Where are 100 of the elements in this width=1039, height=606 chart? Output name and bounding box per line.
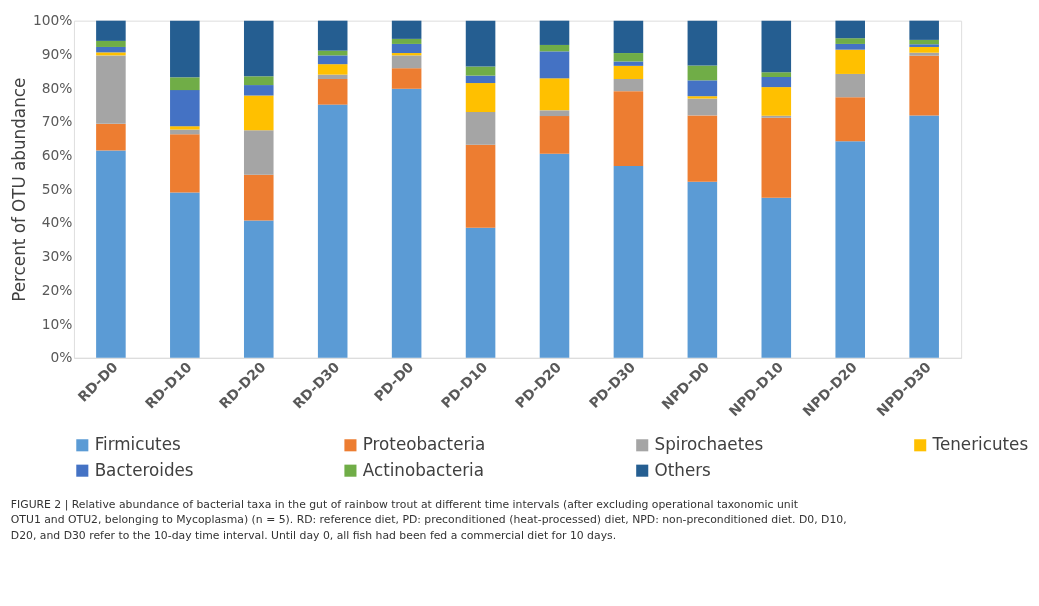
bar [687, 20, 718, 66]
bar [835, 97, 866, 142]
bar [391, 43, 422, 54]
y-tick-label: 0% [50, 349, 73, 366]
y-tick-label: 80% [41, 79, 73, 96]
bar [539, 51, 570, 79]
bar [96, 20, 126, 41]
bar [687, 181, 718, 358]
y-axis-title: Percent of OTU abundance [9, 77, 30, 302]
legend-label: Bacteroides [94, 459, 194, 480]
bar [539, 20, 570, 45]
y-tick-label: 60% [41, 146, 73, 163]
y-tick-label: 100% [33, 12, 73, 29]
bar [909, 46, 939, 53]
bar [835, 73, 866, 98]
bar [465, 20, 496, 67]
bar [96, 55, 126, 124]
bar [909, 55, 939, 116]
bar [613, 61, 644, 66]
bar [170, 77, 200, 91]
bar [243, 76, 274, 86]
bar [613, 53, 644, 62]
bar [170, 90, 200, 127]
bar [243, 130, 274, 175]
bar [687, 80, 718, 97]
bar [835, 141, 866, 358]
y-tick-label: 30% [41, 248, 73, 265]
bar [761, 72, 792, 77]
bar [391, 20, 422, 39]
bar [391, 68, 422, 89]
bar [613, 79, 644, 92]
bar [761, 117, 792, 198]
y-tick-label: 20% [41, 281, 73, 298]
bar [96, 40, 126, 47]
bar [761, 115, 792, 118]
bar [465, 112, 496, 145]
bar [909, 39, 939, 45]
bar [170, 192, 200, 358]
bar [465, 144, 496, 228]
bar [909, 44, 939, 47]
bar [539, 110, 570, 117]
bar [96, 123, 126, 151]
bar [539, 44, 570, 52]
legend-label: Firmicutes [94, 434, 181, 455]
y-tick-label: 50% [41, 180, 73, 197]
bar [317, 64, 348, 75]
bar [96, 46, 126, 53]
legend-label: Spirochaetes [654, 434, 764, 455]
bar [391, 88, 422, 358]
bar [613, 20, 644, 54]
bar [243, 174, 274, 221]
bar [761, 20, 792, 73]
bar [170, 134, 200, 193]
legend-label: Proteobacteria [362, 434, 486, 455]
bar [909, 52, 939, 56]
bar [317, 55, 348, 65]
y-tick-label: 70% [41, 113, 73, 130]
bar [835, 20, 866, 39]
bar [96, 150, 126, 358]
bar [465, 66, 496, 76]
bar [835, 38, 866, 44]
legend-label: Tenericutes [931, 434, 1029, 455]
bar [243, 85, 274, 96]
bar [761, 76, 792, 88]
bar [317, 20, 348, 51]
y-tick-label: 40% [41, 214, 73, 231]
legend-label: Actinobacteria [362, 459, 485, 480]
bar [391, 38, 422, 44]
bar [96, 52, 126, 56]
bar [613, 165, 644, 358]
bar [613, 65, 644, 79]
bar [835, 49, 866, 74]
bar [170, 126, 200, 130]
legend-label: Others [654, 459, 711, 480]
bar [243, 220, 274, 358]
bar [243, 20, 274, 77]
bar [613, 91, 644, 166]
bar [687, 115, 718, 182]
caption: FIGURE 2 | Relative abundance of bacterial taxa in the gut of rainbow trout at different time intervals (after excluding operational taxonomic unit OTU1 and OTU2, belonging to Mycoplasma) (n = 5). RD: reference diet, PD: preconditioned (heat-processed) diet, NPD: non-preconditioned diet. D0, D10, D20, and D30 refer to the 10-day time interval. Until day 0, all fish had been fed a commercial diet for 10 days. [10, 497, 847, 543]
bar [317, 79, 348, 105]
bar [391, 55, 422, 69]
bar [761, 87, 792, 116]
bar [465, 83, 496, 113]
bar [317, 104, 348, 358]
bar [243, 95, 274, 131]
bar [835, 43, 866, 50]
bar [687, 65, 718, 81]
y-tick-label: 10% [41, 315, 73, 332]
bar [909, 20, 939, 40]
bar [539, 78, 570, 111]
bar [539, 116, 570, 154]
y-tick-label: 90% [41, 45, 73, 62]
bar [170, 20, 200, 78]
bar [465, 227, 496, 358]
bar [909, 115, 939, 358]
bar [761, 197, 792, 358]
bar [687, 98, 718, 116]
bar [465, 75, 496, 84]
bar [687, 96, 718, 99]
bar [539, 153, 570, 358]
